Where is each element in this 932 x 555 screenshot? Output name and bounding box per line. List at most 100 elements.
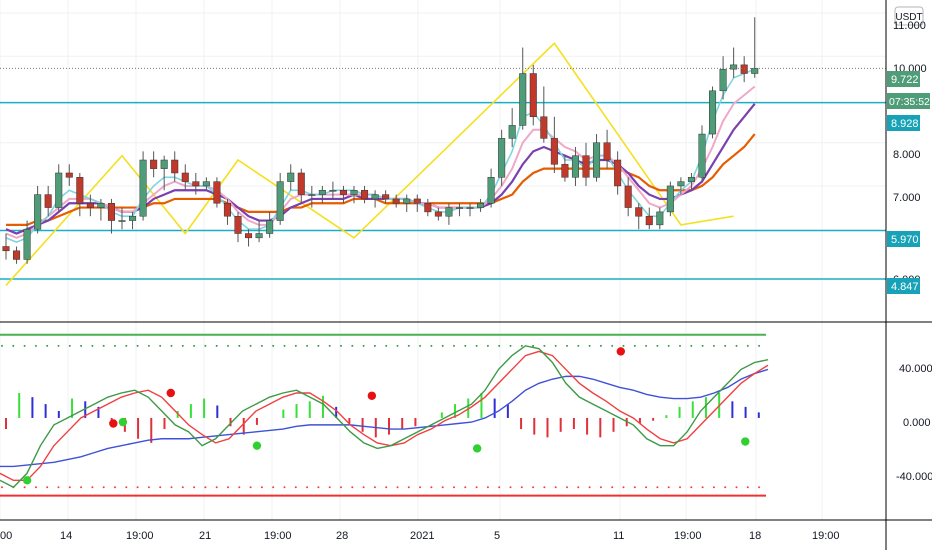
band-dot — [136, 344, 139, 347]
band-dot — [204, 344, 207, 347]
band-dot — [543, 344, 546, 347]
candle-body — [529, 73, 537, 118]
band-dot — [486, 486, 489, 489]
band-dot — [588, 486, 591, 489]
band-dot — [679, 486, 681, 489]
band-dot — [23, 344, 26, 347]
band-dot — [227, 344, 229, 347]
candle-body — [76, 177, 84, 204]
candle-body — [245, 233, 253, 239]
band-dot — [385, 486, 388, 489]
histogram-bar — [242, 417, 245, 435]
band-dot — [34, 486, 37, 489]
buy-signal-dot — [472, 444, 482, 453]
band-dot — [317, 486, 320, 489]
candle-body — [202, 181, 210, 187]
candle-body — [698, 133, 706, 178]
band-dot — [599, 486, 602, 489]
candle-body — [593, 142, 601, 178]
histogram-bar — [295, 404, 298, 418]
candle-body — [392, 198, 400, 204]
band-dot — [566, 486, 568, 489]
band-dot — [396, 344, 399, 347]
band-dot — [57, 486, 60, 489]
band-dot — [520, 344, 523, 347]
candle-body — [55, 172, 63, 208]
band-dot — [611, 486, 614, 489]
buy-signal-dot — [118, 417, 128, 427]
candle-body — [540, 116, 548, 139]
band-dot — [667, 344, 670, 347]
price-axis[interactable]: USDT 7.000 8.000 10.000 11.000 6.000 9.7… — [887, 6, 930, 294]
candle-body — [44, 194, 52, 208]
histogram-bar — [216, 405, 219, 418]
histogram-bar — [255, 417, 258, 425]
band-dot — [758, 344, 761, 347]
candle-body — [297, 172, 305, 195]
price-pane[interactable] — [0, 17, 886, 286]
band-dot — [1, 486, 3, 489]
band-dot — [170, 486, 173, 489]
histogram-bar — [189, 404, 192, 418]
band-dot — [215, 344, 218, 347]
buy-signal-dot — [741, 437, 750, 446]
histogram-bar — [31, 397, 34, 418]
candle-body — [213, 181, 221, 204]
histogram-bar — [137, 417, 140, 439]
candle-body — [519, 73, 527, 126]
osc-tick: 40.000 — [899, 363, 932, 375]
candle-body — [23, 228, 31, 260]
band-dot — [735, 344, 738, 347]
band-dot — [34, 344, 37, 347]
histogram-bar — [401, 417, 404, 430]
time-tick: 00 — [0, 530, 12, 542]
band-dot — [464, 486, 467, 489]
horizontal-levels[interactable] — [0, 101, 886, 280]
time-tick: 19:00 — [264, 530, 292, 542]
time-tick: 14 — [60, 530, 72, 542]
osc-tick: 0.000 — [903, 417, 931, 429]
band-dot — [396, 486, 399, 489]
band-dot — [238, 486, 241, 489]
histogram-bar — [533, 417, 536, 435]
currency-button[interactable] — [894, 6, 924, 26]
band-dot — [260, 486, 263, 489]
histogram-bar — [572, 417, 575, 430]
oscillator-pane[interactable] — [0, 333, 769, 497]
candle-body — [160, 159, 168, 169]
oscillator-axis[interactable]: 40.000 0.000 -40.000 — [896, 363, 932, 483]
band-dot — [453, 486, 455, 489]
band-dot — [193, 344, 196, 347]
band-dot — [520, 486, 523, 489]
time-tick: 28 — [336, 530, 348, 542]
time-axis[interactable]: 00 14 19:00 21 19:00 28 2021 5 11 19:00 … — [0, 530, 840, 542]
histogram-bars — [5, 393, 760, 443]
candle-body — [2, 246, 10, 252]
histogram-bar — [638, 417, 641, 424]
histogram-bar — [44, 404, 47, 418]
candle-body — [171, 159, 179, 174]
band-dot — [554, 486, 557, 489]
band-dot — [407, 486, 410, 489]
histogram-bar — [678, 406, 681, 418]
candle-body — [571, 155, 579, 178]
candle-body — [666, 185, 674, 213]
candle-body — [382, 194, 390, 200]
band-dot — [294, 486, 297, 489]
band-dot — [475, 344, 478, 347]
band-dot — [611, 344, 614, 347]
band-dot — [328, 344, 331, 347]
band-dot — [498, 344, 501, 347]
band-dot — [340, 486, 342, 489]
time-tick: 21 — [199, 530, 211, 542]
candle-body — [13, 250, 21, 260]
histogram-bar — [731, 401, 734, 418]
candle-body — [455, 207, 463, 209]
time-tick: 19:00 — [812, 530, 840, 542]
band-dot — [622, 486, 625, 489]
band-dot — [227, 486, 229, 489]
candle-body — [434, 211, 442, 217]
histogram-bar — [5, 417, 7, 430]
